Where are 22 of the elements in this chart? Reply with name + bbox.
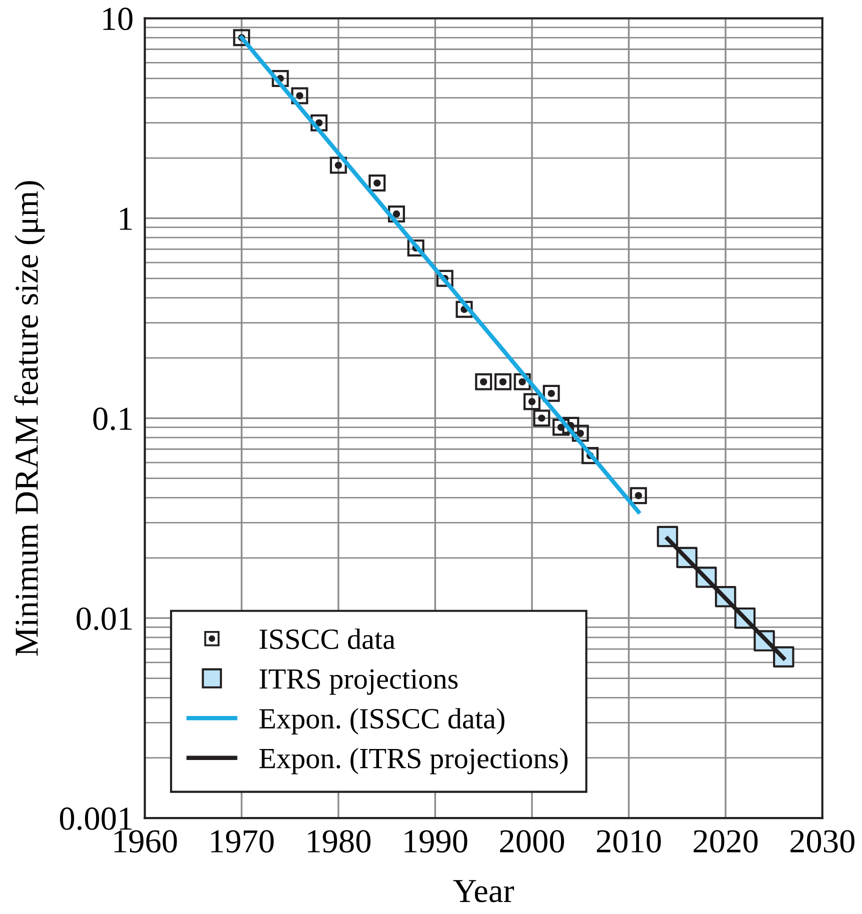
x-tick-label: 2010 bbox=[596, 830, 661, 853]
legend-label: ITRS projections bbox=[260, 669, 458, 695]
x-tick-label: 1980 bbox=[308, 830, 370, 853]
x-tick-label: 2030 bbox=[790, 830, 854, 853]
x-tick-label: 2020 bbox=[694, 830, 758, 853]
x-tick-label: 1970 bbox=[211, 830, 274, 853]
x-tick-label: 1960 bbox=[114, 830, 177, 853]
x-axis-title: Year bbox=[453, 880, 514, 902]
point bbox=[475, 373, 492, 390]
y-axis-title: Minimum DRAM feature size (μm) bbox=[14, 181, 45, 656]
x-tick-label: 2000 bbox=[500, 830, 564, 853]
legend-label: ISSCC data bbox=[260, 628, 396, 650]
legend-label: Expon. (ITRS projections) bbox=[259, 748, 568, 774]
point bbox=[533, 410, 550, 427]
x-tick-label: 1990 bbox=[404, 830, 468, 853]
y-tick-label: 0.001 bbox=[60, 807, 132, 830]
point bbox=[494, 373, 512, 390]
y-tick-label: 0.1 bbox=[93, 408, 132, 430]
legend-label: Expon. (ISSCC data) bbox=[259, 708, 504, 735]
y-tick-label: 0.01 bbox=[76, 607, 132, 630]
y-tick-label: 1 bbox=[120, 208, 132, 230]
y-tick-label: 10 bbox=[103, 8, 132, 30]
